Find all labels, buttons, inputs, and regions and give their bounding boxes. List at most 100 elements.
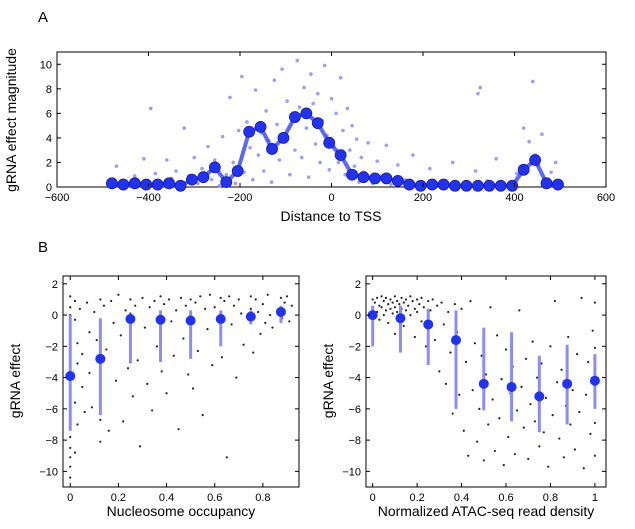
panel-b-right-scatter-point [540,362,543,365]
panel-b-right-scatter-point [582,467,585,470]
panel-b-left-scatter-point [256,310,260,314]
panel-a-mean-marker [426,178,439,191]
panel-a-scatter-point [313,142,318,146]
panel-b-left-scatter-point [266,293,269,296]
panel-b-right-scatter-point [569,423,572,426]
panel-b-left-scatter-point [151,409,154,412]
panel-b-left-scatter-point [199,295,202,298]
panel-b-right-scatter-point [484,373,488,376]
panel-b-right-scatter-point [431,298,434,301]
panel-a-scatter-point [269,180,274,184]
panel-b-left-scatter-point [177,428,180,431]
panel-b-right-scatter-point [529,403,532,406]
panel-b-right-scatter-point [420,320,423,323]
panel-b-right-mean-marker [534,391,545,402]
panel-b-right-scatter-point [551,414,554,417]
panel-a-ytick-label: 2 [46,157,52,169]
panel-a-scatter-point [213,158,217,162]
panel-b-right-scatter-point [471,388,474,392]
panel-b-right-xtick-label: 0.2 [409,492,424,504]
panel-b-right-scatter-point [587,360,590,364]
panel-a-mean-marker [300,107,313,120]
panel-b-right-mean-marker [478,378,489,389]
panel-b-left-scatter-point [73,451,77,454]
panel-a-mean-marker [231,165,244,177]
panel-b-right-scatter-point [404,298,408,301]
panel-b-right-scatter-point [416,298,419,301]
panel-b-right-scatter-point [396,299,399,303]
panel-b-left-scatter-point [288,320,291,323]
panel-a-mean-marker [151,178,164,191]
panel-b-right-scatter-point [384,296,388,299]
panel-b-left-scatter-point [76,423,79,426]
panel-a-ytick-label: 4 [46,133,52,145]
panel-a-scatter-point [264,109,268,113]
panel-b-right-scatter-point [516,409,519,412]
panel-b-right-mean-marker [423,319,434,330]
panel-a-mean-marker [106,177,118,190]
panel-a-scatter-point [428,166,432,171]
panel-b-left-scatter-point [237,298,240,301]
panel-b-left-scatter-point [76,362,79,365]
panel-b-right-scatter-point [469,299,472,303]
panel-b-right-scatter-point [447,310,450,314]
panel-a-scatter-point [297,105,302,110]
panel-b-right-scatter-point [409,295,412,298]
panel-a-scatter-point [209,177,214,182]
panel-b-right-scatter-point [507,435,510,439]
panel-b-right-scatter-point [464,360,468,364]
panel-a-scatter-point [200,166,204,171]
panel-label-b: B [38,239,48,256]
panel-a-scatter-point [389,182,393,187]
panel-b-left-xtick-label: 0.2 [111,492,126,504]
panel-b-right-scatter-point [489,306,492,309]
panel-b-left-scatter-point [69,295,72,298]
panel-b-right-scatter-point [593,346,596,349]
panel-b-left-scatter-point [261,303,264,306]
panel-b-left-scatter-point [240,312,243,315]
panel-b-right-scatter-point [378,318,381,321]
panel-a-scatter-point [192,155,197,160]
panel-a-scatter-point [473,169,478,173]
panel-a-scatter-point [396,163,400,167]
panel-b-left-scatter-point [285,295,289,298]
panel-b-left-scatter-point [146,382,149,385]
panel-b-right-mean-marker [506,381,517,392]
panel-b-left-ytick-label: −2 [45,341,58,353]
panel-b-right-scatter-point [400,296,403,299]
panel-b-right-scatter-point [373,301,376,304]
panel-a-scatter-point [280,67,284,71]
panel-b-right-scatter-point [442,323,445,326]
panel-a-scatter-point [217,183,222,188]
panel-b-left-mean-marker [155,314,166,325]
panel-a-mean-marker [506,179,519,192]
panel-a-mean-marker [346,168,358,181]
panel-b-left-scatter-point [160,370,163,373]
panel-b-right-scatter-point [458,393,461,396]
panel-b-left-scatter-point [124,309,127,312]
panel-b-left-xtick-label: 0 [67,492,73,504]
panel-b-right-scatter-point [393,332,396,335]
panel-b-right-scatter-point [467,454,470,457]
panel-b-left-ytick-label: −8 [45,435,58,447]
panel-b-right-scatter-point [429,309,432,312]
panel-b-left-scatter-point [242,343,245,346]
panel-b-left-frame [62,275,300,488]
panel-b-right-scatter-point [389,298,392,301]
panel-b-right-ytick-label: 2 [355,279,361,291]
panel-b-left-scatter-point [189,298,192,301]
panel-a-scatter-point [224,172,229,177]
panel-b-right-scatter-point [409,313,412,317]
panel-b-right-scatter-point [556,381,559,384]
panel-b-right-xtick-label: 0 [370,492,376,504]
panel-b-right-scatter-point [589,432,592,435]
panel-b-right-scatter-point [520,385,523,389]
panel-a-ylabel: gRNA effect magnitude [3,48,19,192]
panel-a-xtick-label: 400 [505,192,523,204]
panel-b-left-scatter-point [184,304,187,307]
panel-b-left-scatter-point [141,296,144,299]
panel-b-left-scatter-point [279,296,283,299]
panel-b-right-scatter-point [407,304,410,307]
panel-b-right-scatter-point [387,303,390,306]
panel-b-right-scatter-point [482,459,485,462]
